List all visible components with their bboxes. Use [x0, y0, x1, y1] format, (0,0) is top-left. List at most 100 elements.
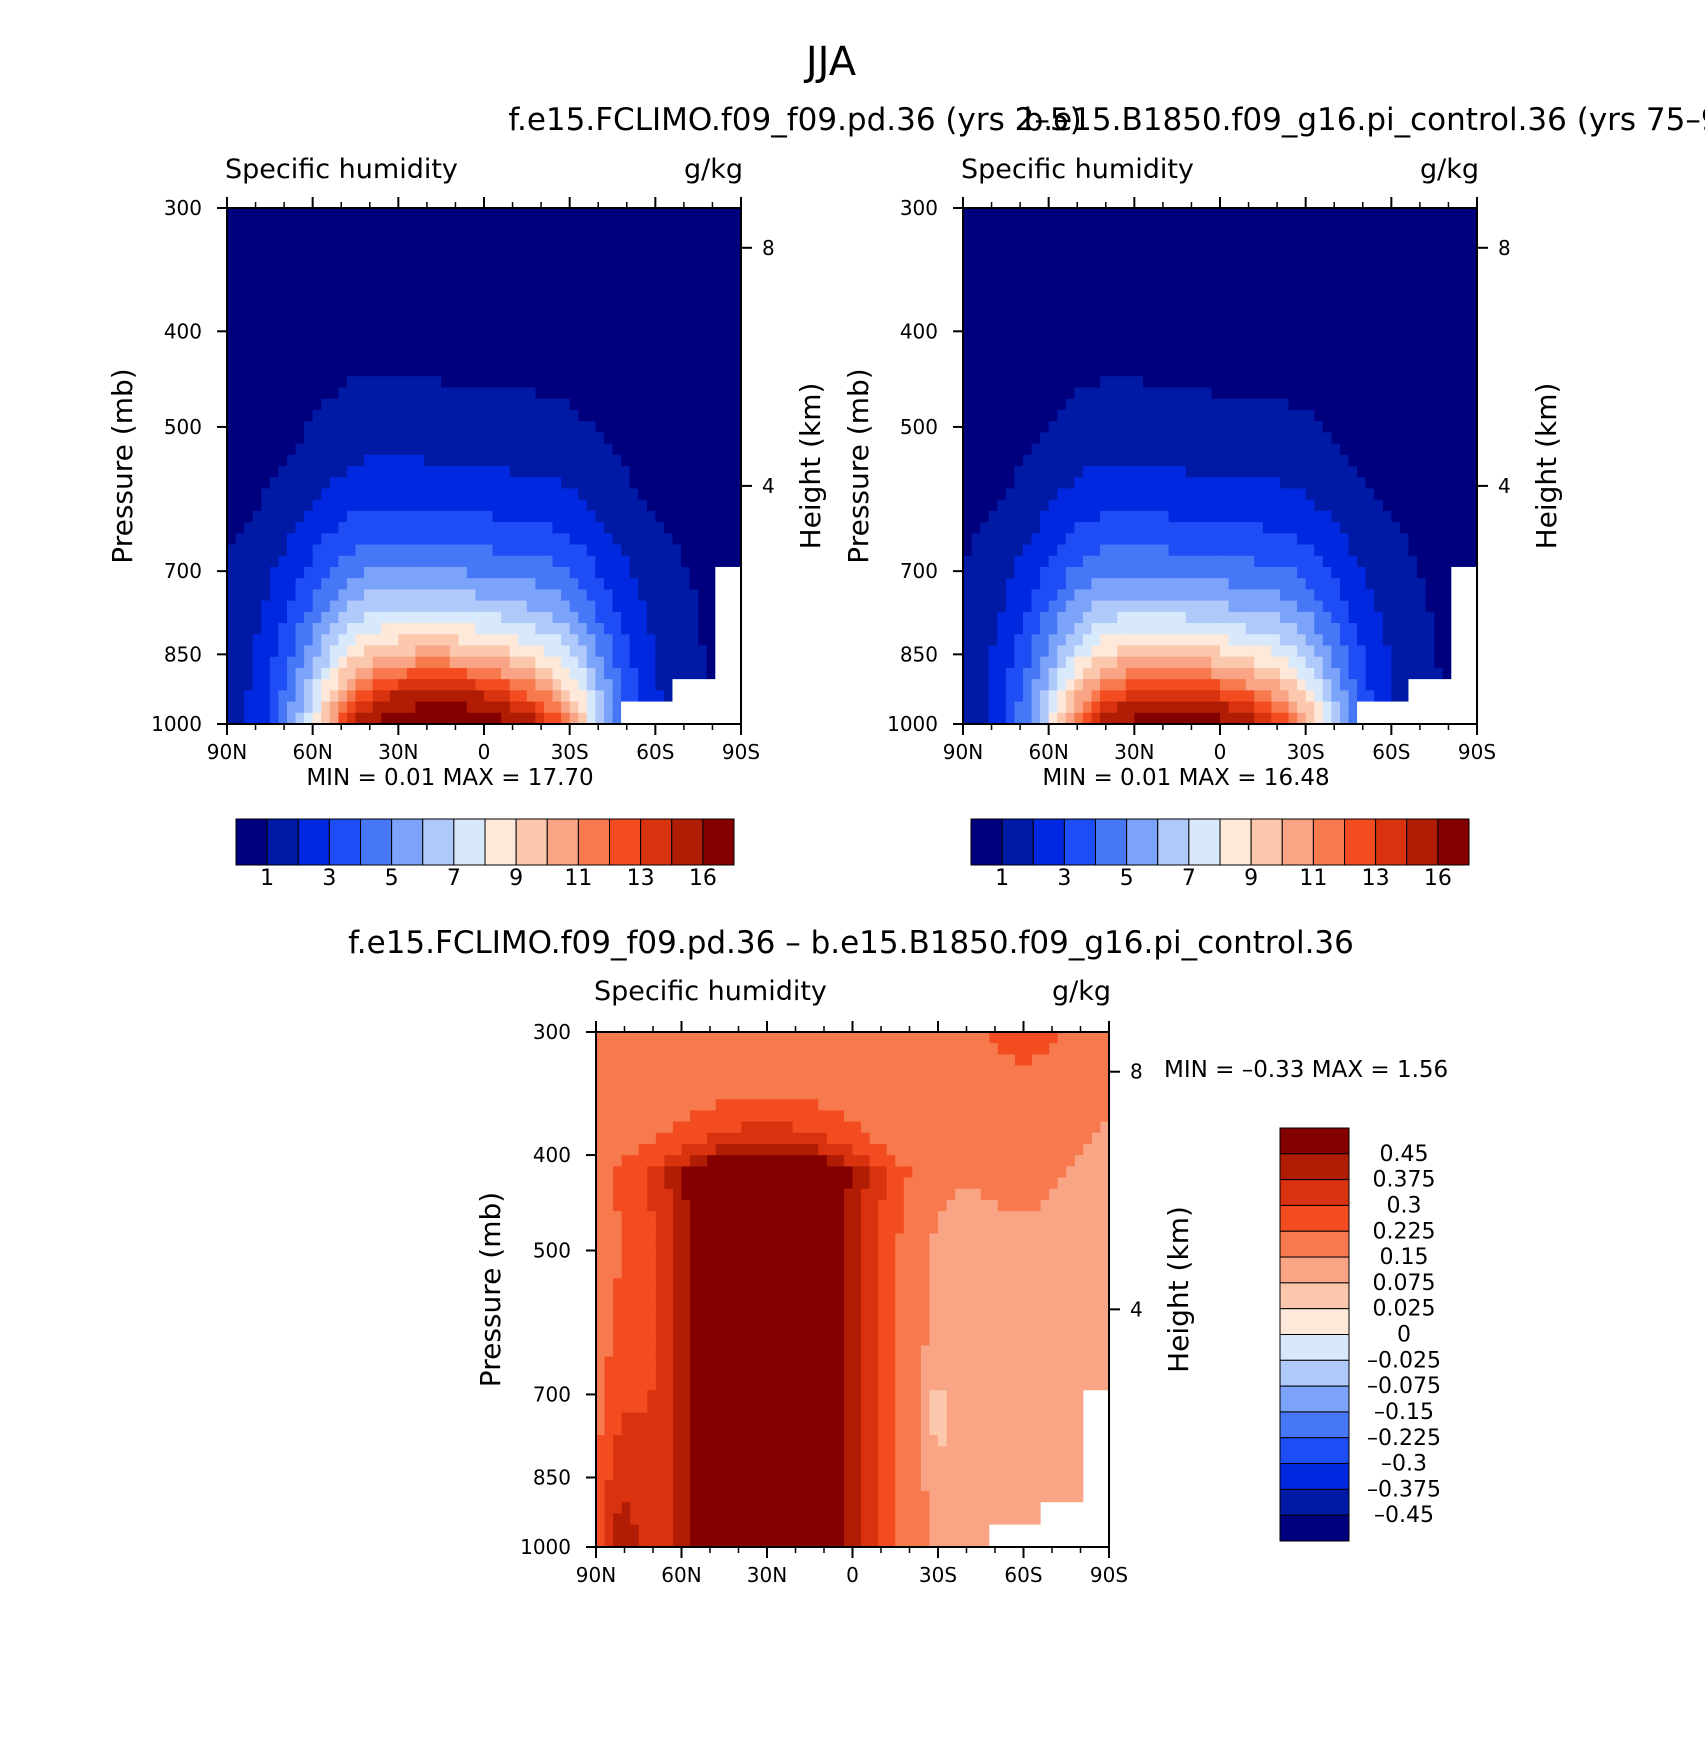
field-cell [1297, 387, 1307, 400]
field-cell [526, 342, 536, 355]
field-cell [509, 645, 519, 658]
field-cell [501, 308, 511, 321]
field-cell [1177, 679, 1187, 691]
field-cell [621, 297, 631, 310]
field-cell [235, 510, 245, 523]
field-cell [389, 510, 399, 523]
field-cell [1357, 275, 1367, 288]
field-cell [424, 544, 434, 557]
field-cell [441, 208, 451, 220]
field-cell [663, 578, 674, 590]
field-cell [1177, 297, 1187, 310]
field-cell [1134, 286, 1144, 299]
colorbar-swatch [422, 818, 455, 866]
field-cell [278, 600, 288, 613]
field-cell [1339, 387, 1350, 400]
field-cell [518, 443, 528, 456]
field-cell [1074, 241, 1084, 254]
field-cell [372, 578, 382, 590]
field-cell [441, 264, 451, 276]
field-cell [1314, 409, 1324, 422]
field-cell [663, 589, 674, 602]
field-cell [1125, 623, 1135, 635]
field-cell [355, 331, 365, 344]
field-cell [1005, 712, 1015, 725]
field-cell [466, 679, 477, 691]
field-cell [1125, 320, 1135, 332]
field-cell [569, 208, 579, 220]
field-cell [355, 409, 365, 422]
field-cell [475, 712, 485, 725]
field-cell [1331, 387, 1341, 400]
field-cell [552, 488, 562, 501]
field-cell [1305, 353, 1315, 366]
field-cell [1142, 544, 1153, 557]
field-cell [492, 342, 502, 355]
field-cell [227, 297, 237, 310]
field-cell [1331, 611, 1341, 624]
field-cell [509, 230, 519, 243]
field-cell [663, 690, 674, 703]
field-cell [698, 645, 708, 658]
field-cell [1091, 353, 1101, 366]
field-cell [1014, 421, 1024, 433]
field-cell [655, 264, 665, 276]
field-cell [1254, 477, 1264, 490]
field-cell [492, 376, 502, 389]
field-cell [1014, 297, 1024, 310]
field-cell [1297, 320, 1307, 332]
field-cell [441, 297, 451, 310]
field-cell [304, 286, 314, 299]
field-cell [355, 533, 365, 546]
field-cell [329, 409, 339, 422]
field-cell [235, 320, 245, 332]
field-cell [458, 241, 468, 254]
field-cell [1185, 208, 1195, 220]
field-cell [398, 566, 408, 579]
field-cell [227, 701, 237, 714]
field-cell [1314, 252, 1324, 265]
field-cell [1322, 466, 1332, 478]
field-cell [295, 275, 305, 288]
field-cell [1314, 443, 1324, 456]
field-cell [1305, 275, 1315, 288]
field-cell [244, 578, 254, 590]
field-cell [1125, 398, 1135, 411]
field-cell [321, 544, 331, 557]
field-cell [715, 308, 725, 321]
field-cell [484, 611, 494, 624]
field-cell [1331, 241, 1341, 254]
field-cell [1108, 241, 1118, 254]
field-cell [1185, 611, 1195, 624]
field-cell [475, 443, 485, 456]
field-cell [552, 454, 562, 467]
field-cell [1005, 611, 1015, 624]
field-cell [1082, 645, 1093, 658]
field-cell [1134, 656, 1144, 669]
field-cell [586, 432, 596, 445]
field-cell [1125, 578, 1135, 590]
field-cell [1117, 219, 1127, 232]
field-cell [286, 533, 297, 546]
field-cell [1357, 230, 1367, 243]
field-cell [321, 611, 331, 624]
field-cell [458, 264, 468, 276]
field-cell [963, 320, 973, 332]
field-cell [252, 690, 262, 703]
field-cell [449, 219, 459, 232]
field-cell [1125, 331, 1135, 344]
field-cell [1108, 219, 1118, 232]
field-cell [638, 264, 648, 276]
field-cell [1100, 365, 1110, 377]
field-cell [1254, 611, 1264, 624]
field-cell [578, 241, 588, 254]
field-cell [1211, 230, 1221, 243]
field-cell [963, 398, 973, 411]
field-cell [586, 690, 596, 703]
field-cell [449, 421, 459, 433]
field-cell [1065, 398, 1075, 411]
field-cell [1057, 252, 1067, 265]
field-cell [389, 533, 399, 546]
field-cell [706, 555, 716, 568]
